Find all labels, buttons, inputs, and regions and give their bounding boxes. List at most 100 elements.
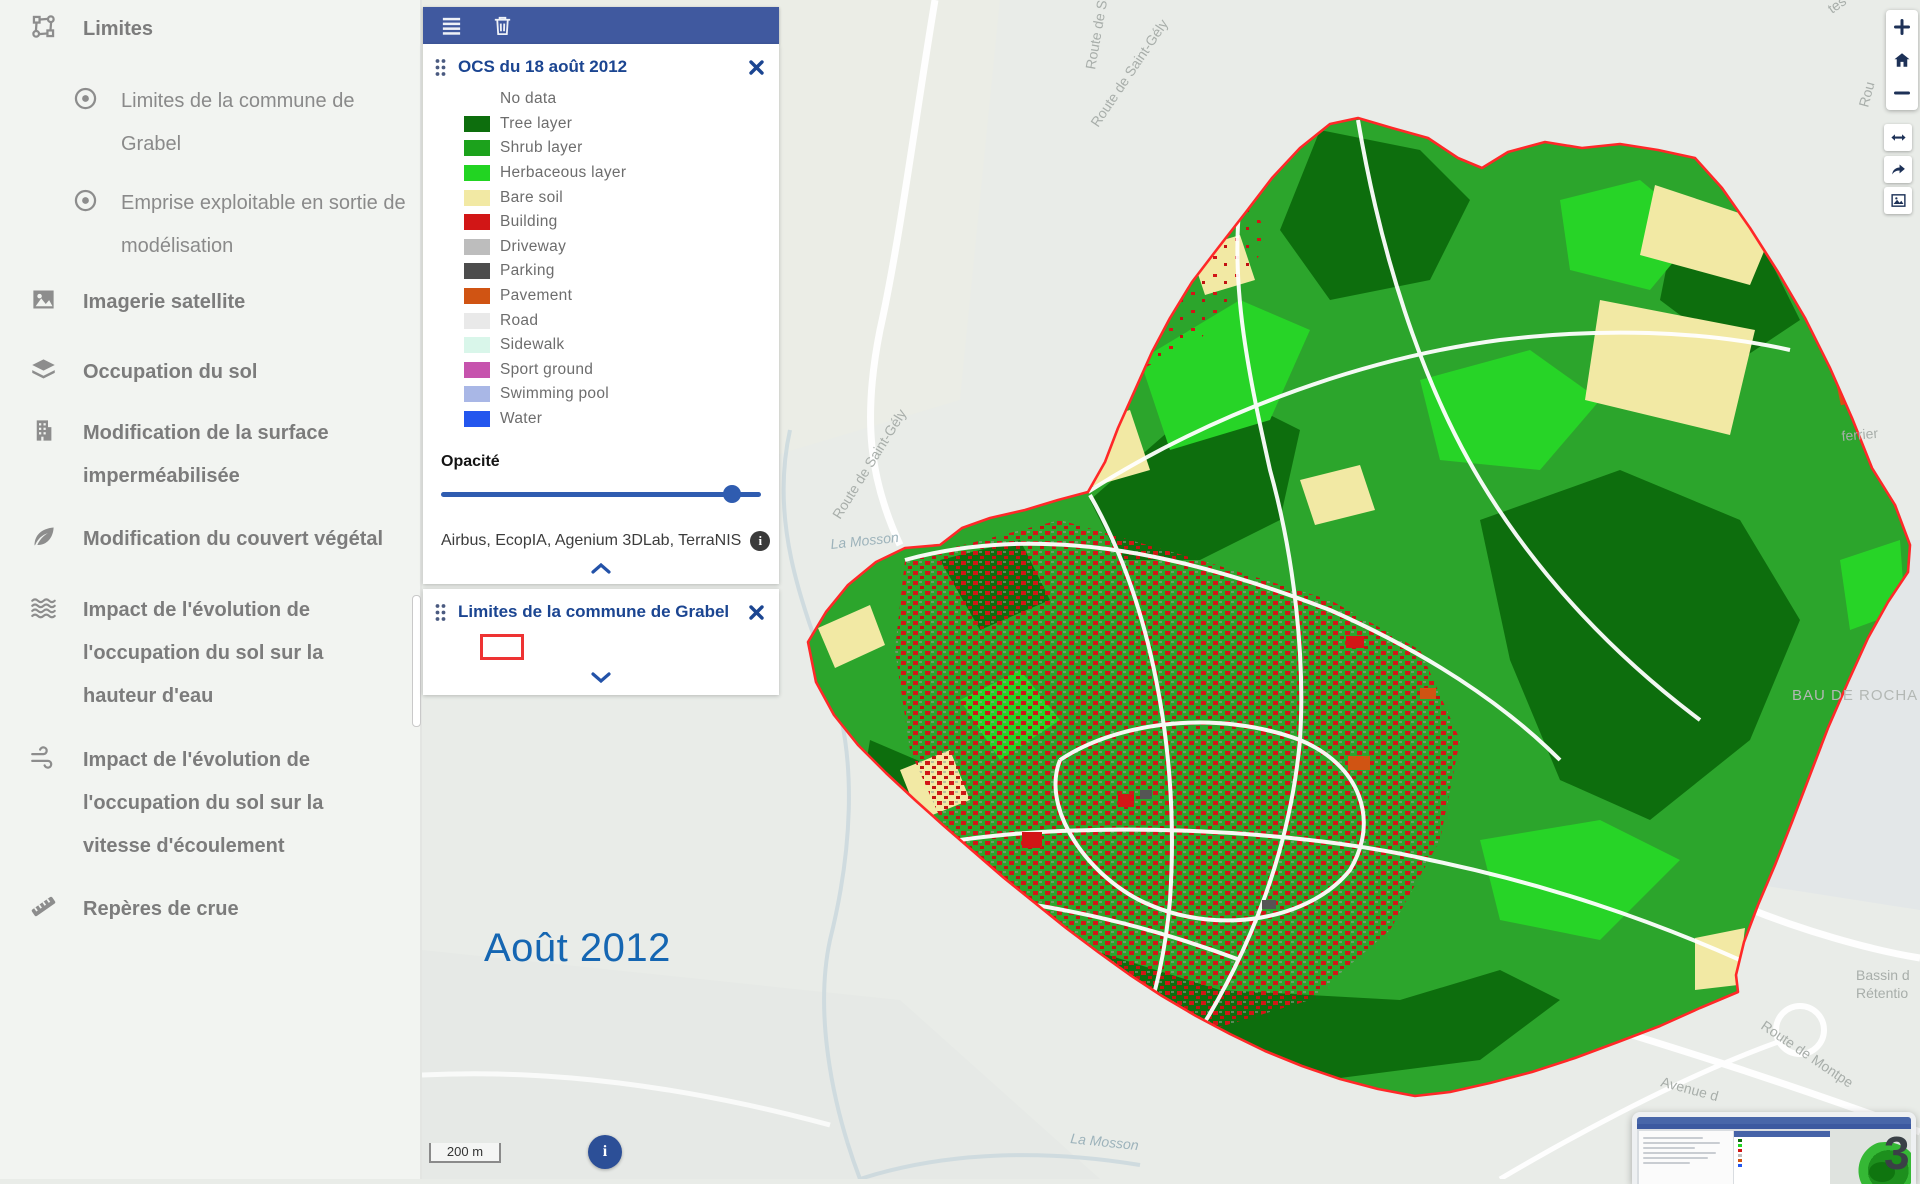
scale-bar: 200 m [429, 1143, 501, 1163]
sidebar-item-label: Modification du couvert végétal [83, 518, 383, 561]
boundary-outline-swatch [480, 634, 524, 660]
sidebar: Limites Limites de la commune de Grabel … [0, 0, 422, 1179]
layer-list-icon[interactable] [440, 14, 463, 37]
legend-item: Herbaceous layer [464, 161, 779, 186]
legend-swatch [464, 263, 490, 279]
layer-title: Limites de la commune de Grabel [458, 602, 748, 622]
thumb-left-panel [1639, 1131, 1733, 1184]
sidebar-item-label: Limites de la commune de Grabel [121, 80, 366, 166]
opacity-slider[interactable] [441, 484, 761, 504]
legend-swatch [464, 239, 490, 255]
legend-item: Sport ground [464, 358, 779, 383]
arrows-horizontal-icon [1890, 129, 1907, 146]
close-icon[interactable] [748, 59, 765, 76]
legend-item: Pavement [464, 284, 779, 309]
legend-item: Parking [464, 259, 779, 284]
legend-item: Swimming pool [464, 382, 779, 407]
legend-item: Sidewalk [464, 333, 779, 358]
slider-thumb[interactable] [723, 485, 741, 503]
trash-icon[interactable] [491, 14, 514, 37]
sidebar-item-reperes-de-crue[interactable]: Repères de crue [30, 888, 239, 931]
radio-selected-icon [72, 85, 99, 112]
map-label: ferrier [1841, 425, 1879, 444]
sidebar-item-label: Modification de la surface imperméabilis… [83, 412, 351, 498]
sidebar-item-label: Repères de crue [83, 888, 239, 931]
legend-swatch [464, 214, 490, 230]
layer-card-limites: Limites de la commune de Grabel [423, 589, 779, 695]
drag-handle-icon[interactable] [434, 603, 447, 622]
frame-number: 3 [1884, 1126, 1910, 1180]
sidebar-item-imagerie-satellite[interactable]: Imagerie satellite [30, 281, 245, 324]
slider-track[interactable] [441, 492, 761, 497]
legend-swatch [464, 337, 490, 353]
sidebar-item-occupation-du-sol[interactable]: Occupation du sol [30, 351, 257, 394]
legend-item: Road [464, 308, 779, 333]
zoom-out-button[interactable] [1889, 80, 1915, 106]
sidebar-item-impact-hauteur-eau[interactable]: Impact de l'évolution de l'occupation du… [30, 589, 395, 718]
home-button[interactable] [1889, 47, 1915, 73]
legend-item: Bare soil [464, 185, 779, 210]
chevron-up-icon [591, 563, 611, 574]
water-waves-icon [30, 594, 57, 621]
layers-panel: OCS du 18 août 2012 No data Tree layer S… [423, 7, 779, 695]
legend-swatch [464, 411, 490, 427]
opacity-label: Opacité [441, 453, 779, 471]
legend-item: Water [464, 407, 779, 432]
sidebar-item-label: Impact de l'évolution de l'occupation du… [83, 739, 395, 868]
screenshot-button[interactable] [1884, 187, 1912, 214]
legend-item: Tree layer [464, 112, 779, 137]
legend-swatch [464, 386, 490, 402]
close-icon[interactable] [748, 604, 765, 621]
info-icon[interactable]: i [750, 531, 770, 551]
legend-item: Shrub layer [464, 136, 779, 161]
map-label: BAU DE ROCHA [1792, 687, 1918, 704]
share-button[interactable] [1884, 156, 1912, 183]
share-arrow-icon [1890, 161, 1907, 178]
map-label: Bassin d [1856, 967, 1910, 983]
flow-icon [30, 744, 57, 771]
thumb-legend-panel [1734, 1131, 1830, 1184]
ruler-icon [30, 893, 57, 920]
date-label: Août 2012 [484, 926, 671, 971]
sidebar-item-impact-vitesse[interactable]: Impact de l'évolution de l'occupation du… [30, 739, 395, 868]
legend-item: Building [464, 210, 779, 235]
thumb-content [1637, 1129, 1911, 1184]
layer-title: OCS du 18 août 2012 [458, 57, 748, 77]
legend: No data Tree layer Shrub layer Herbaceou… [464, 87, 779, 431]
legend-swatch [464, 91, 490, 107]
building-icon [30, 417, 57, 444]
sidebar-item-limites[interactable]: Limites [30, 8, 153, 51]
sidebar-item-modification-surface[interactable]: Modification de la surface imperméabilis… [30, 412, 351, 498]
drag-handle-icon[interactable] [434, 58, 447, 77]
image-icon [30, 286, 57, 313]
sidebar-scrollbar[interactable] [412, 595, 421, 727]
extent-swap-button[interactable] [1884, 124, 1912, 151]
sidebar-item-label: Emprise exploitable en sortie de modélis… [121, 182, 409, 268]
legend-swatch [464, 288, 490, 304]
layers-icon [30, 356, 57, 383]
sidebar-item-emprise[interactable]: Emprise exploitable en sortie de modélis… [72, 182, 409, 268]
image-icon [1890, 192, 1907, 209]
sidebar-item-label: Impact de l'évolution de l'occupation du… [83, 589, 395, 718]
collapse-button[interactable] [423, 551, 779, 584]
legend-item: Driveway [464, 235, 779, 260]
sidebar-item-label: Imagerie satellite [83, 281, 245, 324]
radio-selected-icon [72, 187, 99, 214]
sidebar-item-limites-commune[interactable]: Limites de la commune de Grabel [72, 80, 366, 166]
legend-item: No data [464, 87, 779, 112]
sidebar-item-label: Limites [83, 8, 153, 51]
leaf-icon [30, 523, 57, 550]
legend-swatch [464, 313, 490, 329]
thumb-browser-bar [1637, 1117, 1911, 1124]
zoom-in-button[interactable] [1889, 14, 1915, 40]
chevron-down-icon [591, 672, 611, 683]
sidebar-item-label: Occupation du sol [83, 351, 257, 394]
info-button[interactable]: i [588, 1135, 622, 1169]
map-label: Rétentio [1856, 985, 1908, 1001]
expand-button[interactable] [423, 660, 779, 693]
zoom-controls [1886, 10, 1918, 110]
panel-toolbar [423, 7, 779, 44]
legend-swatch [464, 140, 490, 156]
legend-swatch [464, 165, 490, 181]
sidebar-item-modification-couvert[interactable]: Modification du couvert végétal [30, 518, 383, 561]
